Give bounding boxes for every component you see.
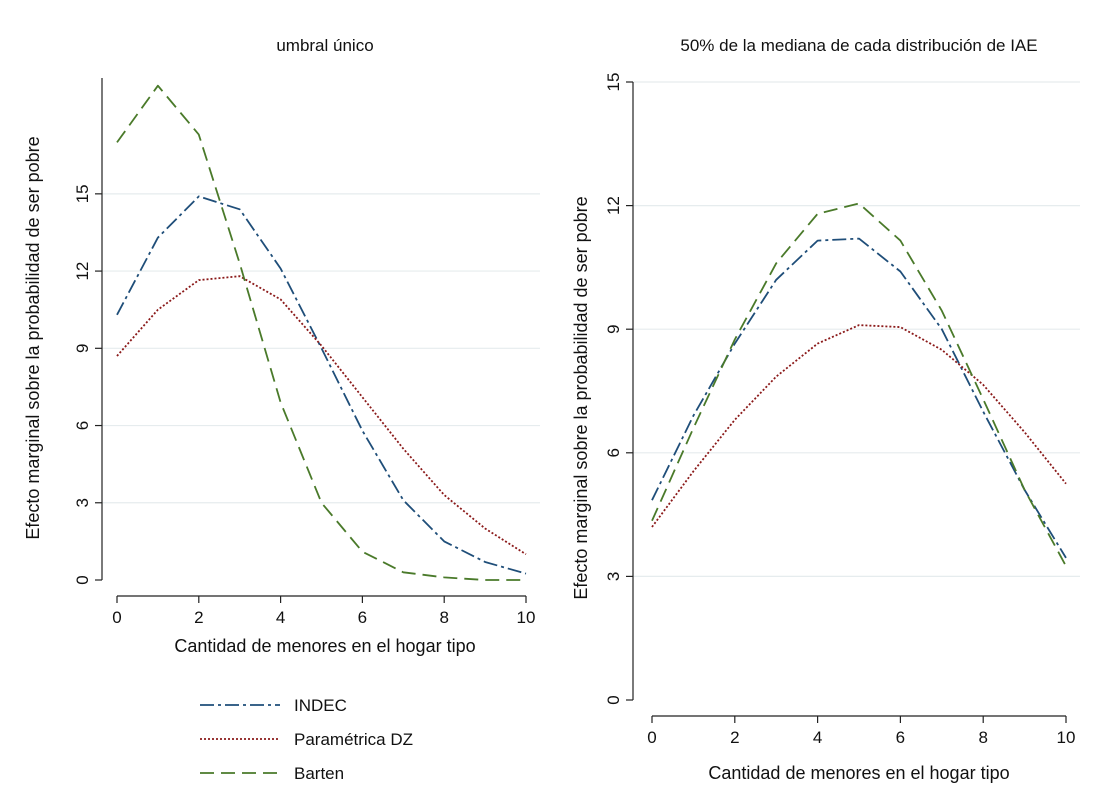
series-line-barten — [116, 84, 526, 581]
y-tick-label: 12 — [73, 262, 92, 281]
y-tick-label: 9 — [73, 344, 92, 353]
series-line-barten — [651, 202, 1067, 567]
x-tick-label: 6 — [358, 608, 367, 627]
series-line-param-trica-dz — [116, 275, 527, 556]
axes — [632, 82, 1066, 717]
y-tick-label: 15 — [604, 73, 623, 92]
x-tick-label: 4 — [813, 728, 822, 747]
series-line-indec — [651, 237, 1067, 559]
x-axis-label: Cantidad de menores en el hogar tipo — [174, 636, 475, 656]
y-tick-label: 0 — [604, 695, 623, 704]
legend-item-indec: INDEC — [200, 696, 347, 715]
y-tick-label: 9 — [604, 324, 623, 333]
chart-title: 50% de la mediana de cada distribución d… — [680, 36, 1037, 55]
y-tick-label: 6 — [604, 448, 623, 457]
y-tick-label: 12 — [604, 196, 623, 215]
x-tick-label: 0 — [647, 728, 656, 747]
y-axis-label: Efecto marginal sobre la probabilidad de… — [23, 136, 43, 539]
ticks: 0 3 6 9 12 15 0 2 4 6 8 10 — [604, 73, 1075, 747]
x-tick-label: 10 — [517, 608, 536, 627]
x-tick-label: 2 — [730, 728, 739, 747]
x-tick-label: 6 — [896, 728, 905, 747]
chart-title: umbral único — [276, 36, 373, 55]
chart-panel-right: 50% de la mediana de cada distribución d… — [571, 36, 1080, 783]
legend: INDEC Paramétrica DZ Barten — [200, 696, 413, 783]
legend-label: Barten — [294, 764, 344, 783]
x-tick-label: 0 — [112, 608, 121, 627]
series-lines — [651, 202, 1067, 567]
legend-item-barten: Barten — [200, 764, 344, 783]
legend-label: INDEC — [294, 696, 347, 715]
x-axis-label: Cantidad de menores en el hogar tipo — [708, 763, 1009, 783]
y-axis-label: Efecto marginal sobre la probabilidad de… — [571, 196, 591, 599]
legend-item-parametrica-dz: Paramétrica DZ — [200, 730, 413, 749]
series-line-param-trica-dz — [651, 324, 1067, 528]
y-tick-label: 15 — [73, 184, 92, 203]
y-tick-label: 3 — [73, 498, 92, 507]
x-tick-label: 10 — [1057, 728, 1076, 747]
series-line-indec — [116, 195, 527, 575]
y-tick-label: 0 — [73, 575, 92, 584]
y-tick-label: 6 — [73, 421, 92, 430]
x-tick-label: 8 — [978, 728, 987, 747]
x-tick-label: 4 — [276, 608, 285, 627]
axes — [101, 78, 526, 597]
x-tick-label: 2 — [194, 608, 203, 627]
ticks: 0 3 6 9 12 15 0 2 4 6 8 10 — [73, 184, 535, 627]
legend-label: Paramétrica DZ — [294, 730, 413, 749]
y-tick-label: 3 — [604, 572, 623, 581]
series-lines — [116, 84, 527, 581]
x-tick-label: 8 — [439, 608, 448, 627]
gridlines — [102, 193, 540, 504]
chart-panel-left: umbral único Efecto marginal sobre la pr… — [23, 36, 540, 656]
